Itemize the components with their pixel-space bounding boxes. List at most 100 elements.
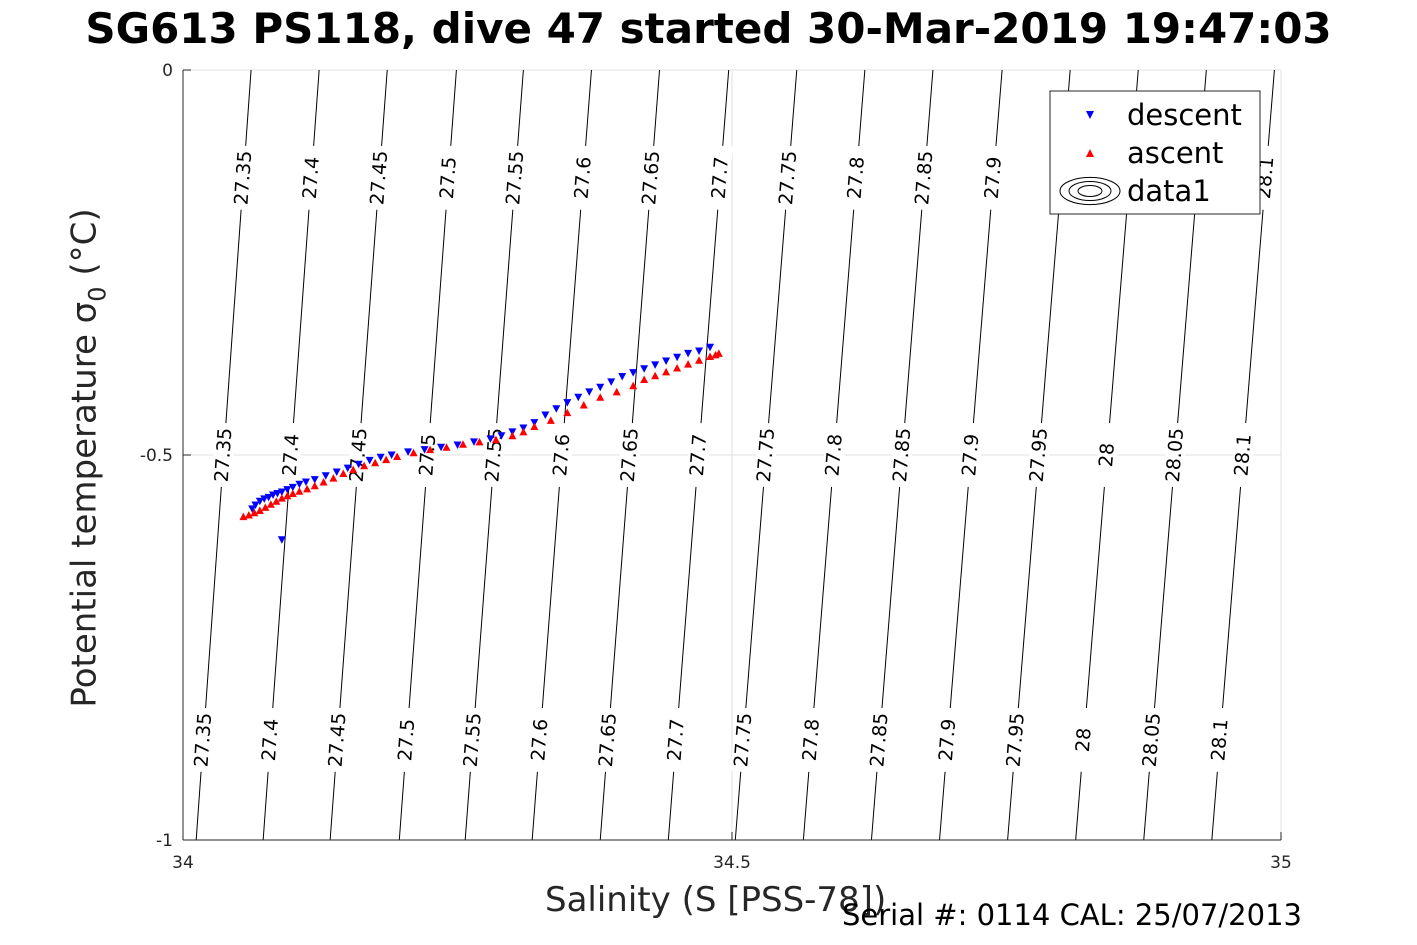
y-axis-label-subscript: 0 [83, 286, 112, 302]
descent-point [695, 347, 704, 356]
contour-label: 28.1 [1230, 433, 1255, 477]
contour-label: 28.05 [1162, 427, 1188, 483]
descent-point [288, 483, 297, 492]
ascent-point [579, 400, 588, 409]
ascent-point [563, 408, 572, 417]
descent-point [563, 399, 572, 407]
y-tick-label: 0 [162, 61, 173, 81]
descent-point [295, 480, 304, 489]
contour-label: 27.35 [230, 150, 256, 206]
legend-contour-marker [1059, 176, 1121, 206]
y-tick-label: -0.5 [140, 446, 173, 466]
contour-label-bg [1026, 422, 1052, 488]
x-tick-label: 35 [1270, 853, 1292, 873]
contour-label: 27.75 [730, 712, 756, 768]
contour-label: 27.9 [958, 433, 983, 477]
ascent-point [508, 431, 517, 440]
contour-label: 27.9 [935, 718, 960, 762]
contour-label-bg [549, 422, 575, 488]
descent-point [332, 468, 341, 476]
contour-label-bg [663, 707, 689, 773]
contour-label-bg [686, 422, 711, 488]
contour-label-bg [1094, 422, 1120, 488]
contour-label: 27.9 [981, 156, 1006, 200]
contour-label: 27.65 [595, 712, 621, 768]
contour-label-bg [866, 707, 892, 773]
contour-label-bg [843, 145, 869, 211]
contour-label-bg [258, 707, 283, 773]
legend-ascent-marker [1086, 149, 1094, 157]
ascent-point [382, 455, 391, 464]
contour-label: 27.45 [325, 712, 351, 768]
contour-label: 27.85 [866, 712, 892, 768]
contour-label-bg [1162, 422, 1188, 488]
legend-entry-data1: data1 [1127, 174, 1211, 208]
descent-point [706, 343, 715, 352]
contour-label-bg [980, 145, 1006, 211]
contour-label-bg [231, 145, 256, 211]
contour-label-bg [502, 145, 528, 211]
ascent-point [360, 461, 369, 470]
descent-point [343, 464, 352, 473]
ascent-point [255, 506, 264, 514]
descent-point [585, 388, 594, 396]
contour-label: 27.8 [821, 433, 846, 477]
contour-label-bg [617, 422, 643, 488]
contour-label-bg [1003, 707, 1029, 773]
ascent-point [339, 469, 348, 477]
contour-label: 27.75 [753, 427, 779, 483]
contour-label: 27.45 [346, 427, 372, 483]
ascent-point [651, 371, 660, 380]
contour-label: 27.95 [1003, 712, 1029, 768]
contour-label-bg [595, 707, 621, 773]
legend-box [1049, 90, 1261, 215]
descent-point [486, 435, 495, 443]
contour-label: 27.8 [799, 718, 824, 762]
serial-calibration-note: Serial #: 0114 CAL: 25/07/2013 [842, 898, 1302, 932]
descent-point [673, 353, 682, 362]
contour-label-bg [1139, 707, 1165, 773]
ascent-point [426, 445, 435, 454]
ascent-point [250, 508, 259, 517]
contour-label: 27.35 [190, 712, 216, 768]
contour-label-bg [821, 422, 847, 488]
descent-point [255, 497, 264, 506]
ascent-point [329, 474, 338, 482]
contour-label-bg [481, 422, 507, 488]
contour-label: 27.65 [638, 150, 664, 206]
ascent-point [695, 356, 704, 364]
descent-point [251, 501, 260, 510]
contour-label: 27.55 [502, 150, 528, 206]
contour-label: 27.8 [844, 156, 869, 200]
descent-point [437, 443, 446, 452]
descent-point [277, 536, 286, 544]
descent-point [640, 365, 649, 373]
contour-label-bg [299, 145, 324, 211]
descent-point [662, 357, 671, 366]
ascent-point [349, 465, 358, 474]
ascent-point [640, 375, 649, 384]
descent-point [387, 451, 396, 459]
contour-label: 27.95 [1026, 427, 1052, 483]
ascent-point [629, 381, 638, 390]
descent-point [310, 476, 319, 484]
descent-point [248, 505, 257, 513]
contour-label-bg [775, 145, 801, 211]
contour-label: 27.7 [686, 433, 711, 477]
descent-point [497, 432, 506, 440]
contour-label: 27.4 [258, 718, 283, 762]
descent-point [618, 372, 627, 381]
contour-label: 27.4 [299, 156, 324, 200]
contour-label-bg [1071, 707, 1097, 773]
contour-label: 27.4 [279, 433, 304, 477]
ascent-point [295, 487, 304, 495]
ascent-point [288, 489, 297, 497]
legend-entry-descent: descent [1127, 98, 1242, 132]
contour-label: 27.35 [211, 427, 237, 483]
contour-label-bg [191, 707, 216, 773]
ascent-point [261, 503, 270, 511]
descent-point [354, 460, 363, 469]
descent-point [453, 441, 462, 449]
ascent-point [491, 435, 500, 444]
contour-label-bg [460, 707, 486, 773]
